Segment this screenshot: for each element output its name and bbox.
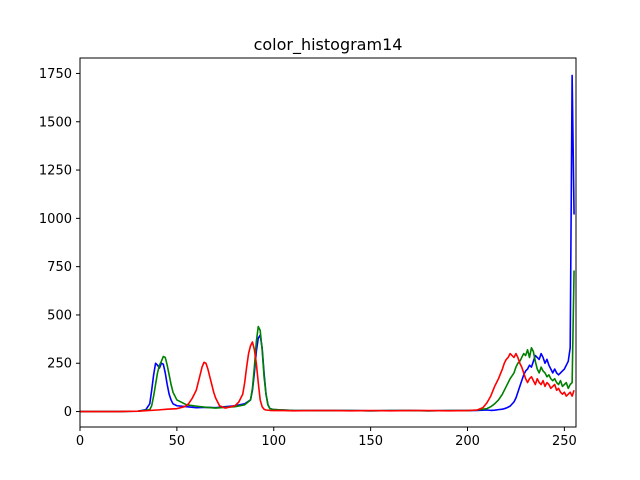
x-tick-label: 50 [169, 434, 186, 449]
y-tick-label: 0 [64, 405, 72, 420]
x-tick-label: 0 [76, 434, 84, 449]
y-axis-ticks: 0 250 500 750 1000 1250 1500 1750 [39, 67, 80, 420]
x-axis-ticks: 0 50 100 150 200 250 [76, 427, 577, 449]
plot-area-frame [79, 57, 577, 428]
series-lines [80, 74, 575, 413]
y-tick-label: 750 [47, 260, 72, 275]
y-tick-label: 1500 [39, 115, 72, 130]
y-tick-label: 250 [47, 357, 72, 372]
series-line-0 [80, 74, 575, 413]
y-tick-label: 1750 [39, 67, 72, 82]
series-line-2 [80, 341, 575, 413]
y-tick-label: 1250 [39, 164, 72, 179]
x-tick-label: 250 [552, 434, 577, 449]
y-tick-label: 1000 [39, 212, 72, 227]
x-tick-label: 200 [455, 434, 480, 449]
y-tick-label: 500 [47, 308, 72, 323]
x-tick-label: 150 [358, 434, 383, 449]
series-line-1 [80, 270, 575, 413]
chart-title: color_histogram14 [254, 35, 403, 55]
x-tick-label: 100 [261, 434, 286, 449]
